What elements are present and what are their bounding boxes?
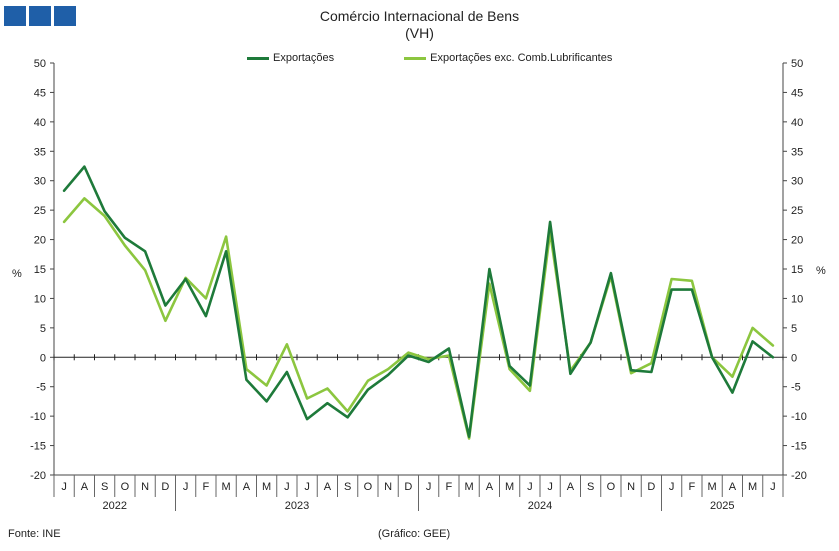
chart-title: Comércio Internacional de Bens <box>319 8 520 24</box>
y-tick-label-right: 0 <box>791 352 797 364</box>
x-tick-label: J <box>304 481 310 493</box>
x-tick-label: J <box>669 481 675 493</box>
y-tick-label-left: 45 <box>34 87 46 99</box>
y-tick-label-right: 25 <box>791 205 803 217</box>
x-tick-label: M <box>708 481 717 493</box>
year-label: 2023 <box>285 500 309 512</box>
y-axis-label-right: % <box>816 265 826 277</box>
x-tick-label: A <box>243 481 251 493</box>
x-tick-label: O <box>607 481 616 493</box>
y-tick-label-left: 20 <box>34 235 46 247</box>
x-tick-label: F <box>446 481 453 493</box>
x-tick-label: D <box>404 481 412 493</box>
x-tick-label: M <box>465 481 474 493</box>
y-tick-label-left: 0 <box>40 352 46 364</box>
x-tick-label: N <box>141 481 149 493</box>
x-tick-label: A <box>81 481 89 493</box>
y-tick-label-left: 30 <box>34 176 46 188</box>
y-tick-label-right: 40 <box>791 117 803 129</box>
x-tick-label: F <box>203 481 210 493</box>
legend-label-exportacoes: Exportações <box>273 52 335 64</box>
x-tick-label: D <box>647 481 655 493</box>
x-tick-label: J <box>527 481 533 493</box>
x-tick-label: M <box>748 481 757 493</box>
x-tick-label: J <box>284 481 290 493</box>
logo <box>4 6 76 26</box>
legend-swatch-exportacoes-exc <box>404 56 427 60</box>
logo-block-2 <box>29 6 51 26</box>
source-note: Fonte: INE <box>8 528 61 540</box>
y-tick-label-right: -5 <box>791 382 801 394</box>
y-tick-label-right: 5 <box>791 323 797 335</box>
x-tick-label: J <box>61 481 67 493</box>
x-tick-label: J <box>547 481 553 493</box>
y-tick-label-left: 15 <box>34 264 46 276</box>
y-tick-label-right: 50 <box>791 58 803 70</box>
chart-subtitle: (VH) <box>405 25 434 41</box>
series-line-exportacoes-exc <box>62 197 775 440</box>
x-tick-label: A <box>729 481 737 493</box>
x-tick-label: M <box>262 481 271 493</box>
x-tick-label: J <box>426 481 432 493</box>
x-tick-label: A <box>324 481 332 493</box>
chart-title-block: Comércio Internacional de Bens (VH) <box>0 8 839 42</box>
logo-block-1 <box>4 6 26 26</box>
y-tick-label-left: 35 <box>34 146 46 158</box>
y-tick-label-right: 35 <box>791 146 803 158</box>
year-label: 2022 <box>103 500 127 512</box>
x-tick-label: S <box>344 481 351 493</box>
y-tick-label-left: -15 <box>30 441 46 453</box>
y-tick-label-left: 10 <box>34 293 46 305</box>
legend-swatch-exportacoes <box>247 56 269 60</box>
year-label: 2025 <box>710 500 734 512</box>
x-tick-label: O <box>121 481 130 493</box>
x-tick-label: S <box>101 481 108 493</box>
y-tick-label-left: 25 <box>34 205 46 217</box>
y-tick-label-right: 45 <box>791 87 803 99</box>
y-axis-label-left: % <box>12 268 22 280</box>
year-label: 2024 <box>528 500 552 512</box>
x-tick-label: M <box>222 481 231 493</box>
x-tick-label: M <box>505 481 514 493</box>
y-tick-label-right: -15 <box>791 441 807 453</box>
y-tick-label-left: 40 <box>34 117 46 129</box>
y-tick-label-right: 10 <box>791 293 803 305</box>
y-tick-label-left: 5 <box>40 323 46 335</box>
logo-block-3 <box>54 6 76 26</box>
x-tick-label: J <box>770 481 776 493</box>
x-tick-label: S <box>587 481 594 493</box>
y-tick-label-right: -20 <box>791 470 807 482</box>
y-tick-label-left: -5 <box>36 382 46 394</box>
y-tick-label-left: 50 <box>34 58 46 70</box>
legend-label-exportacoes-exc: Exportações exc. Comb.Lubrificantes <box>430 52 613 64</box>
x-tick-label: D <box>161 481 169 493</box>
y-tick-label-right: -10 <box>791 411 807 423</box>
x-tick-label: O <box>364 481 373 493</box>
y-tick-label-right: 15 <box>791 264 803 276</box>
x-tick-label: F <box>689 481 696 493</box>
legend: Exportações Exportações exc. Comb.Lubrif… <box>247 52 612 64</box>
series-line-exportacoes <box>62 165 775 439</box>
x-tick-label: A <box>486 481 494 493</box>
y-tick-label-right: 30 <box>791 176 803 188</box>
x-tick-label: N <box>384 481 392 493</box>
chart-credit: (Gráfico: GEE) <box>378 528 451 540</box>
x-tick-label: J <box>183 481 189 493</box>
y-tick-label-left: -10 <box>30 411 46 423</box>
legend-item-exportacoes-exc: Exportações exc. Comb.Lubrificantes <box>404 52 612 64</box>
legend-item-exportacoes: Exportações <box>247 52 334 64</box>
y-tick-label-right: 20 <box>791 235 803 247</box>
x-tick-label: N <box>627 481 635 493</box>
x-tick-label: A <box>567 481 575 493</box>
y-tick-label-left: -20 <box>30 470 46 482</box>
